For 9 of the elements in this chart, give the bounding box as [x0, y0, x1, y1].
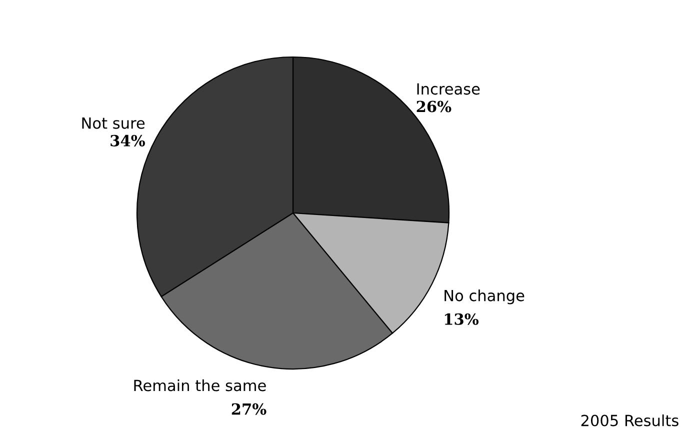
slice-label: No change — [444, 289, 524, 304]
text: 2005 Results — [581, 414, 678, 426]
data-label: 34% — [110, 134, 145, 146]
data-label: 27% — [232, 403, 266, 415]
data-label: 13% — [444, 313, 479, 325]
data-label: 26% — [416, 100, 452, 112]
slice-label: Not sure — [82, 118, 145, 129]
slice-label: Increase — [417, 83, 480, 95]
slice-label: Remain the same — [134, 379, 266, 392]
